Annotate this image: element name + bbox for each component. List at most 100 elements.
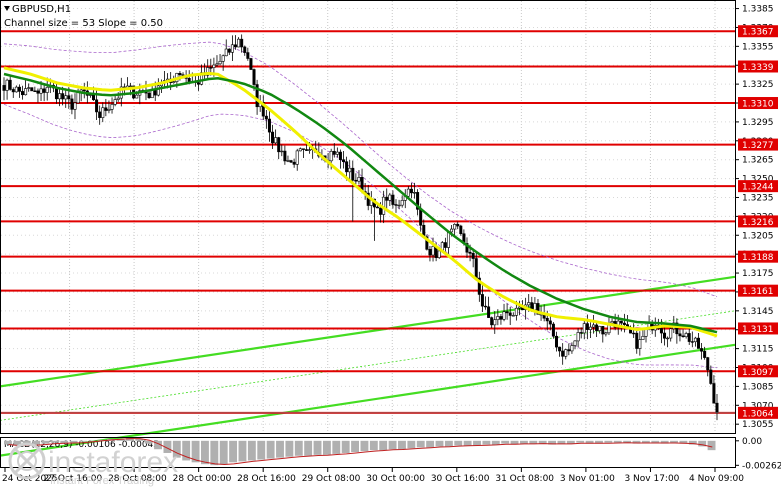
macd-bar bbox=[229, 440, 238, 463]
candle bbox=[271, 124, 275, 149]
svg-text:1.3216: 1.3216 bbox=[742, 218, 774, 228]
macd-label: MACD(12,26,9) -0.00106 -0.00045 bbox=[4, 440, 159, 450]
macd-bar bbox=[548, 440, 557, 445]
level-price-tag: 1.3277 bbox=[738, 138, 778, 151]
macd-bar bbox=[332, 440, 341, 454]
macd-bar bbox=[191, 440, 200, 463]
candle bbox=[477, 271, 481, 302]
macd-bar bbox=[698, 440, 707, 447]
macd-bar bbox=[201, 440, 209, 465]
level-price-tag: 1.3310 bbox=[738, 97, 778, 110]
x-tick-label: 28 Oct 00:00 bbox=[173, 474, 232, 484]
svg-text:1.3161: 1.3161 bbox=[742, 287, 774, 297]
candle bbox=[579, 327, 583, 339]
instaforex-logo-icon bbox=[8, 442, 46, 480]
y-tick-label: 1.3115 bbox=[742, 345, 774, 355]
macd-bar bbox=[41, 440, 50, 444]
macd-bar bbox=[510, 440, 519, 445]
level-price-tag: 1.3339 bbox=[738, 60, 778, 73]
x-tick-label: 30 Oct 16:00 bbox=[431, 474, 490, 484]
macd-bar bbox=[125, 438, 134, 441]
macd-bar bbox=[172, 440, 181, 458]
candle bbox=[465, 237, 469, 259]
candle bbox=[98, 105, 102, 125]
macd-bar bbox=[482, 440, 491, 445]
level-price-tag: 1.3188 bbox=[738, 250, 778, 263]
candle bbox=[246, 47, 250, 61]
candle bbox=[595, 320, 599, 337]
candle bbox=[573, 340, 577, 350]
candle bbox=[428, 245, 432, 262]
candle bbox=[264, 109, 268, 129]
candle bbox=[638, 331, 642, 356]
candle bbox=[147, 91, 151, 99]
macd-bar bbox=[426, 440, 435, 448]
candle bbox=[493, 311, 497, 334]
price-axis: 1.33851.33701.33551.33401.33251.33101.32… bbox=[735, 5, 778, 430]
level-price-tag: 1.3097 bbox=[738, 365, 778, 378]
candle bbox=[289, 159, 293, 163]
candle bbox=[551, 322, 555, 339]
candle bbox=[298, 147, 302, 152]
svg-text:1.3097: 1.3097 bbox=[742, 368, 774, 378]
level-price-tag: 1.3216 bbox=[738, 215, 778, 228]
candle bbox=[113, 95, 117, 107]
y-tick-label: 1.3265 bbox=[742, 156, 774, 166]
candle bbox=[558, 346, 562, 357]
x-tick-label: 3 Nov 01:00 bbox=[560, 474, 615, 484]
macd-bar bbox=[707, 440, 716, 451]
candle bbox=[669, 327, 673, 342]
candle bbox=[397, 199, 401, 210]
svg-text:1.3131: 1.3131 bbox=[742, 325, 774, 335]
macd-bar bbox=[219, 440, 228, 465]
macd-bar bbox=[435, 440, 444, 447]
macd-bar bbox=[454, 440, 463, 446]
ma-fast-line bbox=[3, 66, 718, 338]
svg-text:1.3244: 1.3244 bbox=[742, 183, 774, 193]
candle bbox=[227, 48, 231, 55]
candle bbox=[564, 348, 568, 360]
candle bbox=[221, 54, 225, 71]
symbol-dropdown-icon[interactable] bbox=[4, 6, 10, 11]
candle bbox=[73, 93, 77, 120]
candle bbox=[663, 326, 667, 346]
candle bbox=[42, 84, 46, 102]
y-tick-label: 1.3145 bbox=[742, 307, 774, 317]
candle bbox=[400, 195, 404, 208]
level-price-tag: 1.3064 bbox=[738, 406, 778, 419]
candle bbox=[348, 159, 352, 181]
candle bbox=[95, 90, 99, 120]
candle bbox=[224, 39, 228, 57]
candle bbox=[70, 94, 74, 115]
candle bbox=[554, 331, 558, 352]
candle bbox=[218, 54, 222, 66]
macd-bar bbox=[154, 440, 162, 450]
macd-y-tick-label: -0.00262 bbox=[742, 461, 781, 471]
x-tick-label: 30 Oct 00:00 bbox=[366, 474, 425, 484]
macd-bar bbox=[13, 440, 22, 446]
macd-bar bbox=[538, 440, 547, 444]
candle bbox=[582, 319, 586, 340]
candle bbox=[567, 343, 571, 356]
candle bbox=[292, 158, 296, 168]
candle bbox=[511, 312, 515, 317]
macd-bar bbox=[595, 440, 603, 444]
y-tick-label: 1.3250 bbox=[742, 175, 774, 185]
candle bbox=[301, 148, 305, 158]
level-price-tag: 1.3244 bbox=[738, 180, 778, 193]
macd-bar bbox=[163, 440, 172, 453]
macd-bar bbox=[651, 440, 660, 443]
level-price-tag: 1.3131 bbox=[738, 322, 778, 335]
candle bbox=[21, 85, 25, 100]
macd-bar bbox=[210, 440, 219, 466]
candle bbox=[237, 37, 241, 48]
candle bbox=[456, 221, 460, 230]
candle bbox=[394, 199, 398, 213]
candle bbox=[678, 329, 682, 342]
y-tick-label: 1.3085 bbox=[742, 382, 774, 392]
y-tick-label: 1.3055 bbox=[742, 420, 774, 430]
candle bbox=[119, 77, 123, 107]
macd-bar bbox=[79, 440, 87, 442]
candle bbox=[277, 136, 281, 160]
